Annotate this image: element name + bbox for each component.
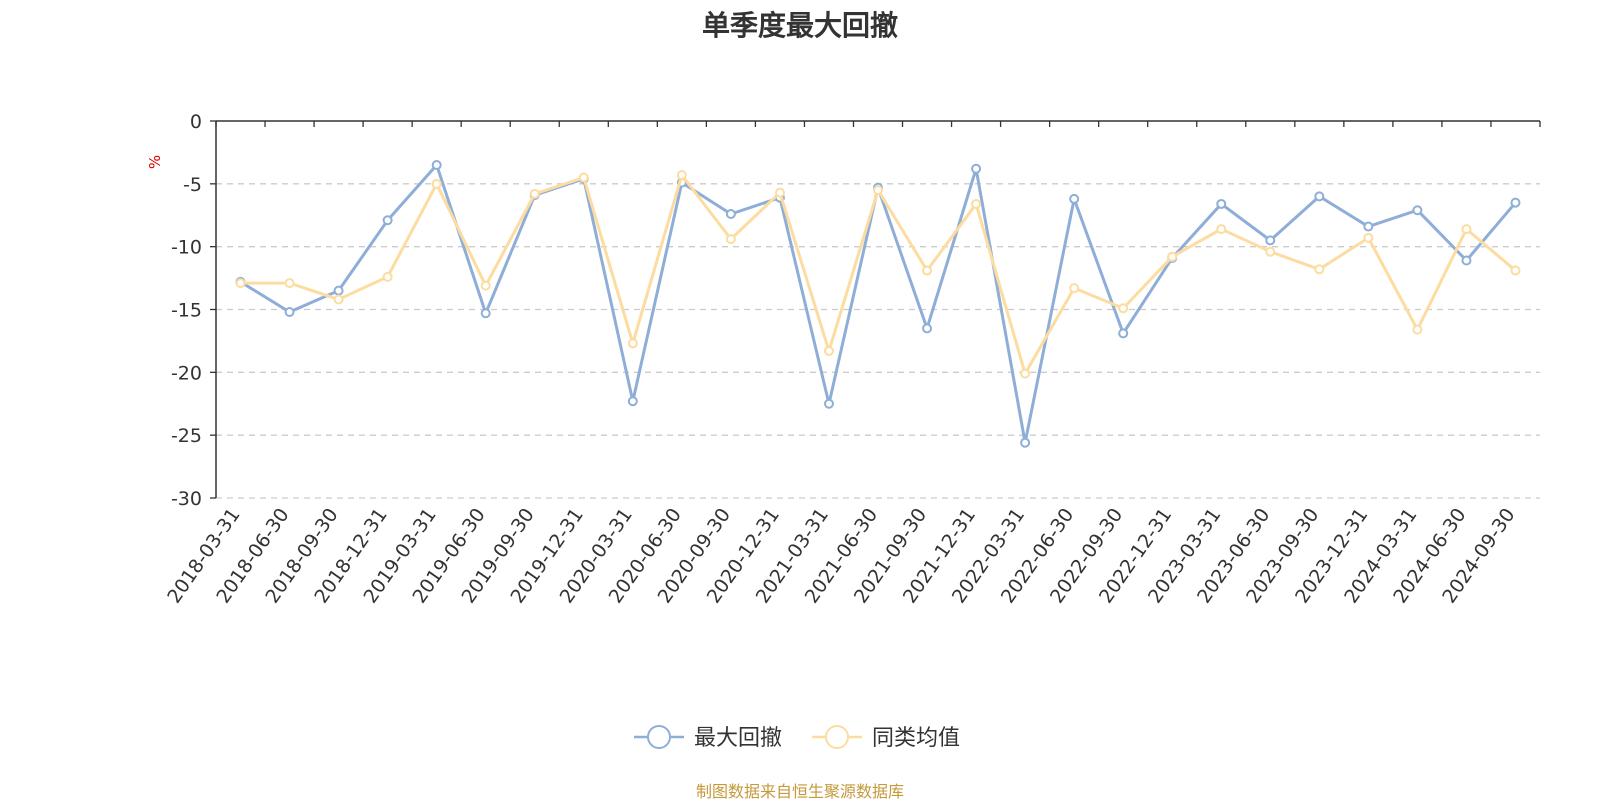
y-tick-label: -25 xyxy=(171,425,202,447)
data-point[interactable] xyxy=(284,307,295,318)
data-point[interactable] xyxy=(1020,368,1031,379)
data-point[interactable] xyxy=(1069,283,1080,294)
series-line xyxy=(240,173,1517,376)
data-point[interactable] xyxy=(1314,264,1325,275)
series-1 xyxy=(235,159,1521,448)
legend-label: 最大回撤 xyxy=(694,726,782,751)
data-point[interactable] xyxy=(1216,224,1227,235)
legend-label: 同类均值 xyxy=(872,726,960,751)
y-tick-label: -30 xyxy=(171,488,202,510)
source-note: 制图数据来自恒生聚源数据库 xyxy=(695,782,904,801)
data-point[interactable] xyxy=(823,345,834,356)
series-lines xyxy=(235,159,1521,448)
data-point[interactable] xyxy=(1020,437,1031,448)
data-point[interactable] xyxy=(1461,224,1472,235)
data-point[interactable] xyxy=(235,278,246,289)
data-point[interactable] xyxy=(873,185,883,196)
data-point[interactable] xyxy=(1216,198,1227,209)
data-point[interactable] xyxy=(431,159,442,170)
data-point[interactable] xyxy=(480,308,491,319)
data-point[interactable] xyxy=(1412,324,1423,335)
legend-circle-icon xyxy=(825,725,849,749)
series-2 xyxy=(235,170,1521,379)
legend[interactable]: 最大回撤 同类均值 xyxy=(634,725,960,751)
y-axis-unit-label: % xyxy=(146,155,164,169)
data-point[interactable] xyxy=(627,396,638,407)
y-tick-label: -20 xyxy=(171,362,202,384)
data-point[interactable] xyxy=(922,265,933,276)
data-point[interactable] xyxy=(823,398,834,409)
data-point[interactable] xyxy=(1167,251,1178,262)
data-point[interactable] xyxy=(1265,235,1276,246)
y-tick-label: -5 xyxy=(183,174,202,196)
data-point[interactable] xyxy=(971,198,982,209)
data-point[interactable] xyxy=(1363,221,1374,232)
data-point[interactable] xyxy=(1510,197,1521,208)
data-point[interactable] xyxy=(774,187,785,198)
data-point[interactable] xyxy=(382,271,393,282)
data-point[interactable] xyxy=(284,278,295,289)
data-point[interactable] xyxy=(480,280,491,291)
series-line xyxy=(239,163,1517,445)
data-point[interactable] xyxy=(1265,246,1276,257)
data-point[interactable] xyxy=(1412,205,1423,216)
chart-title: 单季度最大回撤 xyxy=(701,9,898,42)
data-point[interactable] xyxy=(1314,191,1325,202)
y-tick-label: -10 xyxy=(171,237,202,259)
legend-item-1[interactable]: 最大回撤 xyxy=(634,725,782,751)
data-point[interactable] xyxy=(971,163,982,174)
data-point[interactable] xyxy=(382,215,393,226)
legend-circle-icon xyxy=(647,725,671,749)
data-point[interactable] xyxy=(1118,328,1129,339)
data-point[interactable] xyxy=(529,188,540,199)
legend-item-2[interactable]: 同类均值 xyxy=(812,725,960,751)
axes: 0-5-10-15-20-25-30%2018-03-312018-06-302… xyxy=(146,111,1541,607)
data-point[interactable] xyxy=(922,323,933,334)
data-point[interactable] xyxy=(431,178,442,189)
y-tick-label: -15 xyxy=(171,300,202,322)
data-point[interactable] xyxy=(725,208,736,219)
data-point[interactable] xyxy=(1363,232,1374,243)
data-point[interactable] xyxy=(1118,303,1129,314)
data-point[interactable] xyxy=(333,285,344,296)
data-point[interactable] xyxy=(1069,193,1080,204)
data-point[interactable] xyxy=(333,294,344,305)
data-point[interactable] xyxy=(676,170,687,181)
data-point[interactable] xyxy=(627,338,638,349)
grid-lines xyxy=(216,183,1540,499)
data-point[interactable] xyxy=(578,172,589,183)
data-point[interactable] xyxy=(1461,255,1472,266)
data-point[interactable] xyxy=(1510,265,1521,276)
data-point[interactable] xyxy=(725,234,736,245)
y-tick-label: 0 xyxy=(190,111,202,133)
